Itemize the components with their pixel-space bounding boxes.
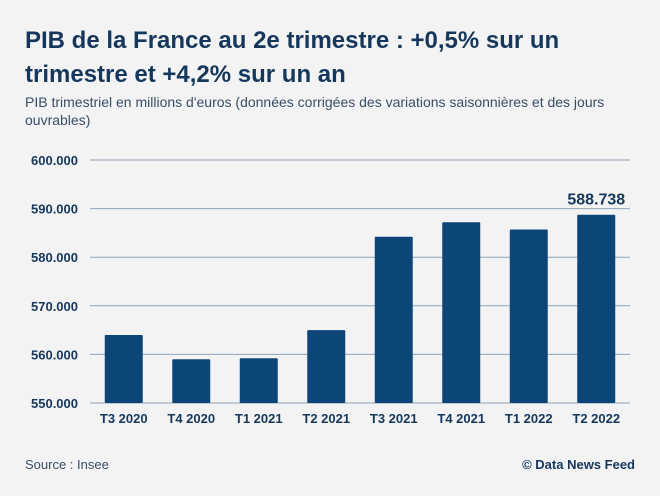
- x-tick-label: T2 2022: [572, 411, 620, 426]
- bar: [104, 334, 143, 403]
- y-tick-label: 600.000: [31, 153, 78, 168]
- bar: [577, 214, 616, 403]
- y-tick-label: 570.000: [31, 299, 78, 314]
- y-tick-label: 590.000: [31, 202, 78, 217]
- bars: [104, 214, 616, 403]
- x-tick-label: T3 2021: [370, 411, 418, 426]
- source-note: Source : Insee: [25, 457, 109, 472]
- annotations: 588.738: [567, 192, 625, 209]
- y-tick-label: 560.000: [31, 347, 78, 362]
- x-tick-label: T4 2020: [167, 411, 215, 426]
- x-tick-label: T4 2021: [437, 411, 485, 426]
- bar: [374, 236, 413, 403]
- y-axis-tick-labels: 550.000 560.000 570.000 580.000 590.000 600.0…: [31, 153, 78, 411]
- x-tick-label: T3 2020: [100, 411, 148, 426]
- chart-title: PIB de la France au 2e trimestre : +0,5%…: [25, 27, 560, 88]
- y-tick-label: 580.000: [31, 250, 78, 265]
- x-axis-tick-labels: T3 2020 T4 2020 T1 2021 T2 2021 T3 2021 T4 20…: [100, 411, 620, 426]
- bar: [509, 229, 548, 403]
- data-label: 588.738: [567, 192, 625, 209]
- credit-note: © Data News Feed: [522, 457, 635, 472]
- bar: [307, 330, 346, 403]
- x-tick-label: T2 2021: [302, 411, 350, 426]
- bar: [172, 359, 211, 403]
- chart-subtitle: PIB trimestriel en millions d'euros (don…: [25, 94, 605, 128]
- gridlines: [90, 159, 630, 404]
- x-tick-label: T1 2021: [235, 411, 283, 426]
- bar: [442, 222, 481, 403]
- x-tick-label: T1 2022: [505, 411, 553, 426]
- bar-chart: 550.000 560.000 570.000 580.000 590.000 600.0…: [31, 153, 630, 426]
- y-tick-label: 550.000: [31, 396, 78, 411]
- bar: [239, 358, 278, 403]
